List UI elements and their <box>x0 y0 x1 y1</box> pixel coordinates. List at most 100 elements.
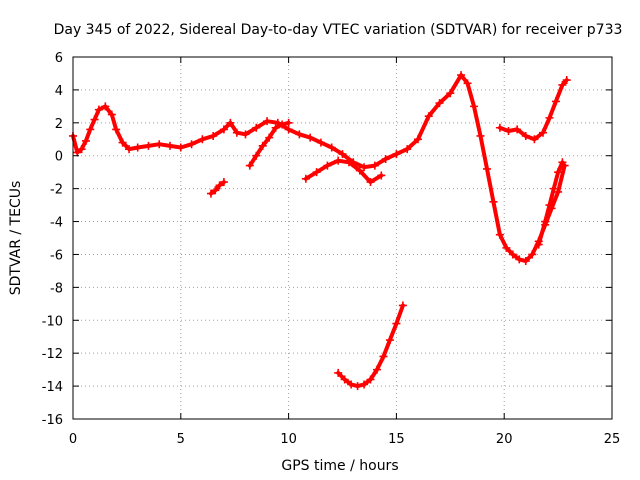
data-point <box>271 123 280 132</box>
series-line <box>71 73 567 263</box>
data-point <box>226 118 235 127</box>
data-point <box>392 319 401 328</box>
y-tick-label: 6 <box>55 51 63 66</box>
y-tick-label: -4 <box>50 216 63 231</box>
series-isolated-segment-a <box>206 178 228 198</box>
data-point <box>515 255 524 264</box>
data-point <box>263 117 272 126</box>
data-point <box>554 187 563 196</box>
data-point <box>232 128 241 137</box>
data-point <box>118 138 127 147</box>
data-point <box>489 197 498 206</box>
data-point <box>241 130 250 139</box>
data-point <box>360 163 369 172</box>
data-point <box>534 240 543 249</box>
data-point <box>482 164 491 173</box>
data-point <box>463 79 472 88</box>
data-point <box>252 123 261 132</box>
data-point <box>344 158 353 167</box>
x-tick-label: 15 <box>388 432 405 447</box>
data-point <box>551 97 560 106</box>
data-point <box>554 168 563 177</box>
y-tick-label: -12 <box>42 347 63 362</box>
series-upper-right-arc <box>495 76 571 144</box>
data-point <box>446 89 455 98</box>
data-point <box>545 113 554 122</box>
data-point <box>306 133 315 142</box>
data-point <box>403 145 412 154</box>
data-point <box>334 156 343 165</box>
data-point <box>133 143 142 152</box>
x-tick-label: 0 <box>69 432 77 447</box>
data-point <box>457 71 466 80</box>
data-point <box>545 201 554 210</box>
data-point <box>476 131 485 140</box>
data-point <box>508 250 517 259</box>
data-point <box>316 138 325 147</box>
data-point <box>252 151 261 160</box>
data-point <box>144 141 153 150</box>
data-point <box>86 125 95 134</box>
data-point <box>198 135 207 144</box>
y-tick-label: -10 <box>42 314 63 329</box>
x-tick-label: 20 <box>496 432 513 447</box>
data-point <box>265 133 274 142</box>
data-point <box>107 110 116 119</box>
data-point <box>334 368 343 377</box>
data-point <box>521 257 530 266</box>
data-point <box>347 380 356 389</box>
series-low-arc <box>334 301 407 391</box>
data-point <box>381 155 390 164</box>
data-point <box>392 150 401 159</box>
data-point <box>73 148 82 157</box>
data-point <box>101 102 110 111</box>
series-right-lower-arc <box>534 158 567 249</box>
series-line <box>497 78 569 142</box>
data-point <box>209 131 218 140</box>
data-point <box>340 375 349 384</box>
data-point <box>424 112 433 121</box>
data-point <box>521 131 530 140</box>
y-tick-label: -2 <box>50 183 63 198</box>
data-point <box>327 143 336 152</box>
series-mid-arc <box>301 156 386 187</box>
chart-title: Day 345 of 2022, Sidereal Day-to-day VTE… <box>54 22 623 38</box>
data-point <box>513 125 522 134</box>
data-point <box>187 140 196 149</box>
series-main-arc <box>69 71 569 266</box>
data-point <box>338 150 347 159</box>
plot-frame <box>72 56 613 420</box>
data-point <box>360 380 369 389</box>
series-line <box>336 303 405 389</box>
data-point <box>366 178 375 187</box>
data-point <box>94 105 103 114</box>
data-point <box>385 336 394 345</box>
data-point <box>125 145 134 154</box>
grid-lines <box>73 57 612 419</box>
y-tick-label: 0 <box>55 150 63 165</box>
data-point <box>530 135 539 144</box>
data-point <box>495 230 504 239</box>
y-tick-label: -6 <box>50 248 63 263</box>
data-point <box>166 141 175 150</box>
data-point <box>366 375 375 384</box>
data-point <box>219 178 228 187</box>
series-line <box>209 180 226 196</box>
data-point <box>81 136 90 145</box>
data-point <box>541 217 550 226</box>
data-point <box>284 118 293 127</box>
data-point <box>562 76 571 85</box>
data-point <box>206 189 215 198</box>
data-point <box>549 184 558 193</box>
data-point <box>90 115 99 124</box>
data-point <box>355 166 364 175</box>
data-point <box>558 158 567 167</box>
data-point <box>215 181 224 190</box>
data-point <box>77 145 86 154</box>
data-point <box>372 365 381 374</box>
series-line <box>303 158 384 185</box>
data-point <box>258 141 267 150</box>
data-point <box>245 161 254 170</box>
